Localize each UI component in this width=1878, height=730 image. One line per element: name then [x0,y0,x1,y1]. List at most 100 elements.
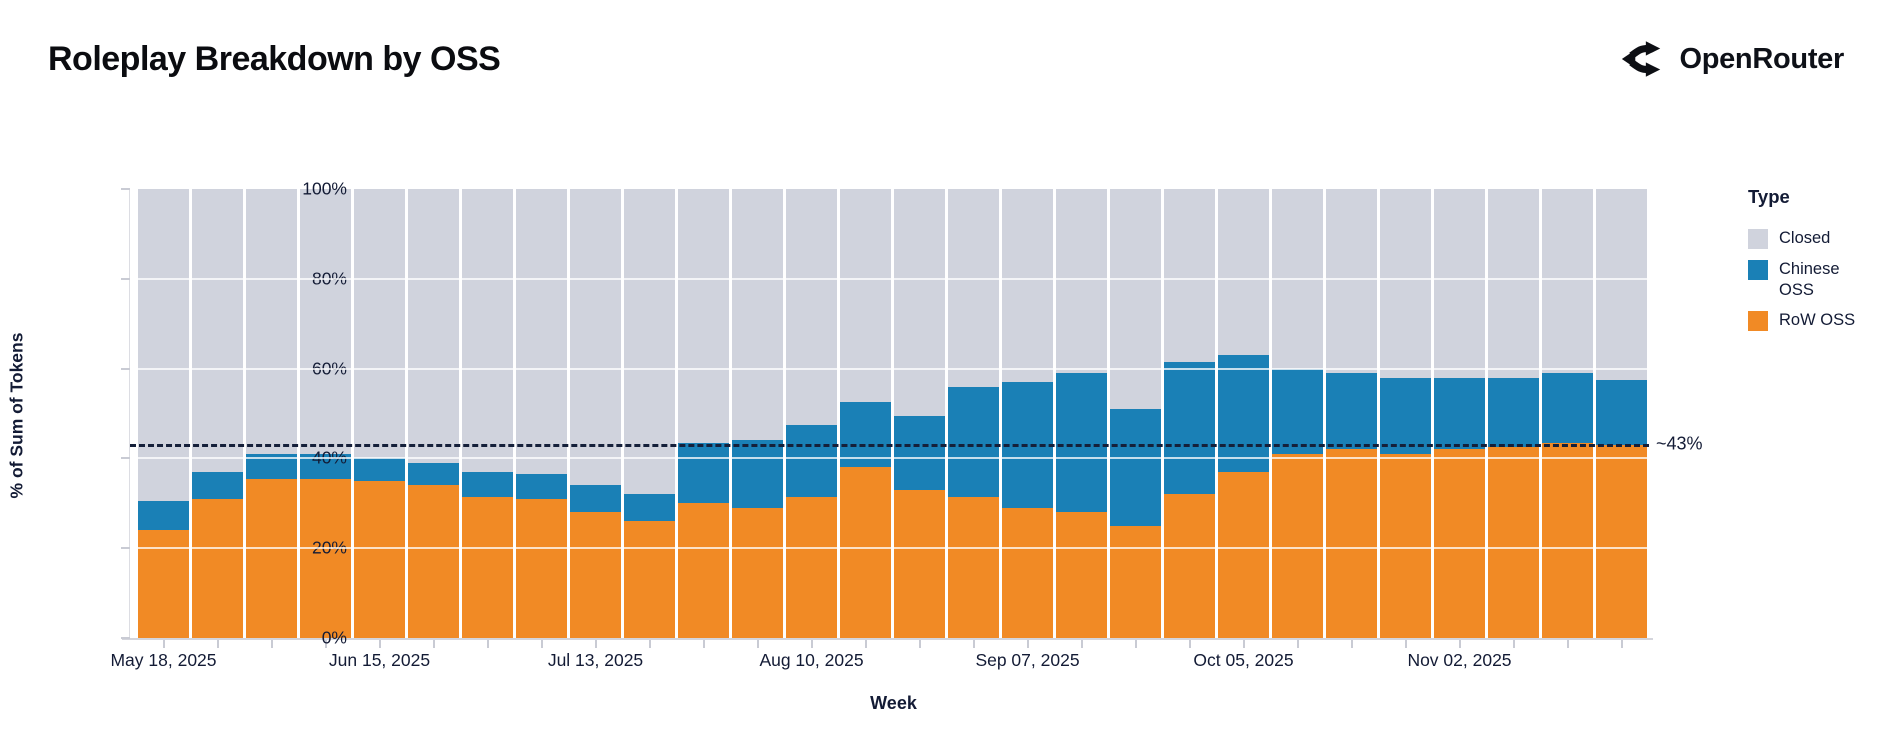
bars-container [130,189,1649,638]
bar [1110,189,1161,638]
bar-segment-row-oss [462,496,513,638]
bar [840,189,891,638]
bar [408,189,459,638]
gridline [130,367,1649,370]
x-tick-mark [1188,640,1191,648]
bar-segment-closed [246,189,297,454]
bar [354,189,405,638]
x-tick-label: Aug 10, 2025 [759,650,864,670]
bar-segment-chinese-oss [354,458,405,481]
bar-segment-closed [1488,189,1539,378]
bar-segment-closed [840,189,891,403]
bar-segment-chinese-oss [948,386,999,497]
bar-segment-row-oss [732,507,783,638]
x-tick-mark [1296,640,1299,648]
threshold-dashed-line [130,443,1649,447]
bar-segment-row-oss [300,478,351,638]
y-tick-mark [121,277,130,280]
legend-swatch [1748,229,1768,249]
x-tick-label: Sep 07, 2025 [975,650,1080,670]
bar-segment-closed [1542,189,1593,374]
bar-segment-closed [1056,189,1107,374]
x-tick-mark [324,640,327,648]
x-tick-mark [1512,640,1515,648]
bar [246,189,297,638]
bar-segment-closed [1002,189,1053,383]
bar-segment-chinese-oss [732,440,783,508]
bar-segment-closed [624,189,675,495]
x-tick-mark [1404,640,1407,648]
gridline [130,457,1649,460]
x-tick-mark [432,640,435,648]
legend-swatch [1748,311,1768,332]
bar-segment-chinese-oss [1164,361,1215,495]
bar-segment-closed [1434,189,1485,378]
bar-segment-closed [1326,189,1377,374]
bar-segment-row-oss [1596,444,1647,638]
openrouter-logo-icon [1622,41,1661,77]
bar-segment-closed [1218,189,1269,356]
bar-segment-closed [516,189,567,475]
x-axis-title: Week [870,693,917,713]
bar-segment-chinese-oss [1380,377,1431,454]
bar-segment-closed [1164,189,1215,362]
bar-segment-chinese-oss [1488,377,1539,448]
legend: Type Closed Chinese OSS RoW OSS [1748,186,1870,341]
bar-segment-closed [192,189,243,472]
x-tick-mark [162,640,165,648]
x-tick-mark [1026,640,1029,648]
bar [732,189,783,638]
x-tick-mark [972,640,975,648]
y-tick-mark [121,457,130,460]
bar-segment-chinese-oss [624,494,675,522]
y-axis-title: % of Sum of Tokens [6,332,27,499]
bar-segment-closed [786,189,837,425]
bar-segment-closed [948,189,999,387]
x-tick-mark [1566,640,1569,648]
bar [1542,189,1593,638]
x-tick-label: Oct 05, 2025 [1193,650,1294,670]
x-tick-mark [1458,640,1461,648]
bar-segment-closed [678,189,729,443]
bar-segment-row-oss [1488,447,1539,638]
bar-segment-chinese-oss [1272,368,1323,454]
bar [570,189,621,638]
gridline [130,277,1649,280]
bar-segment-chinese-oss [1596,379,1647,445]
gridline [130,547,1649,550]
bar-segment-chinese-oss [1056,373,1107,513]
legend-label: RoW OSS [1779,311,1856,330]
x-tick-mark [1080,640,1083,648]
bar-segment-closed [570,189,621,486]
y-tick-label: 100% [302,178,347,199]
y-tick-mark [121,188,130,190]
threshold-annotation: ~43% [1656,433,1703,454]
bar-segment-chinese-oss [786,424,837,497]
bar [1596,189,1647,638]
bar-segment-chinese-oss [1434,377,1485,450]
x-axis-line [122,638,1653,640]
x-tick-mark [1134,640,1137,648]
bar-segment-row-oss [1434,449,1485,638]
bar [1056,189,1107,638]
x-tick-mark [864,640,867,648]
bar-segment-chinese-oss [1326,373,1377,450]
x-tick-mark [540,640,543,648]
bar-segment-row-oss [1542,442,1593,638]
bar-segment-row-oss [1218,471,1269,638]
bar-segment-chinese-oss [1110,409,1161,526]
bar [894,189,945,638]
legend-item-row-oss: RoW OSS [1748,310,1870,332]
bar-segment-chinese-oss [408,462,459,486]
bar-segment-row-oss [624,521,675,638]
legend-items: Closed Chinese OSS RoW OSS [1748,228,1870,332]
x-tick-mark [1350,640,1353,648]
bar-segment-row-oss [1110,525,1161,638]
bar-segment-chinese-oss [516,474,567,499]
x-tick-label: May 18, 2025 [110,650,217,670]
y-tick-mark [121,547,130,550]
bar-segment-closed [732,189,783,441]
bar-segment-row-oss [786,496,837,638]
bar-segment-chinese-oss [462,471,513,497]
bar [1434,189,1485,638]
